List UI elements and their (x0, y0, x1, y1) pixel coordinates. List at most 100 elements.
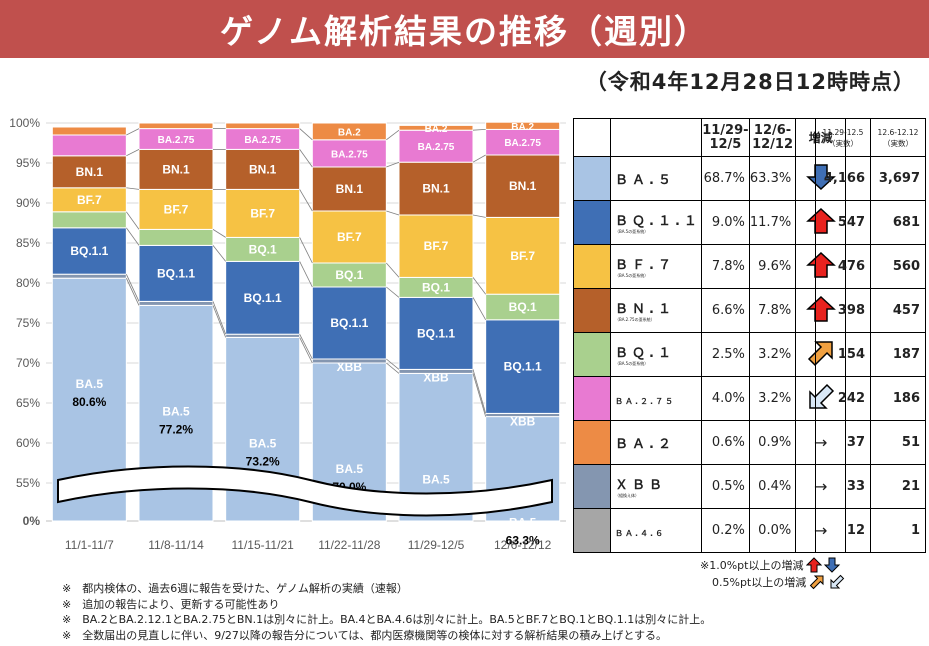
variant-name-cell: ＢＡ.５ (610, 156, 702, 201)
segment-label: BQ.1 (335, 268, 363, 282)
y-tick-label: 75% (16, 316, 40, 330)
y-tick-label: 60% (16, 436, 40, 450)
mild-arrows-icon (810, 574, 845, 590)
variant-lineage-note: （BA.5の亜系統） (615, 229, 649, 234)
bar-segment (485, 216, 561, 295)
segment-label: BF.7 (164, 202, 189, 216)
footnote: ※ BA.2とBA.2.12.1とBA.2.75とBN.1は別々に計上。BA.4… (62, 613, 712, 626)
x-tick-label: 11/8-11/14 (148, 538, 204, 552)
series-connector (386, 358, 400, 370)
count-value: 398 (815, 288, 871, 333)
segment-label: BN.1 (162, 162, 190, 176)
count-row: 547 681 (815, 200, 926, 245)
header-blank (573, 118, 611, 157)
count-table: 11.29-12.5 （実数） 12.6-12.12 （実数） 4,166 3,697… (815, 118, 926, 553)
series-connector (126, 149, 140, 157)
count-row: 33 21 (815, 464, 926, 509)
bar-segment (51, 155, 127, 189)
variant-share-p1: 2.5% (700, 332, 750, 377)
segment-label: BN.1 (76, 165, 104, 179)
bar-segment (485, 121, 561, 130)
count-row: 242 186 (815, 376, 926, 421)
variant-share-p1: 7.8% (700, 244, 750, 289)
variant-share-p1: 0.5% (700, 464, 750, 509)
header-period-1: 11/29- 12/5 (700, 118, 750, 157)
count-row: 476 560 (815, 244, 926, 289)
segment-label: BA.2.75 (244, 135, 281, 146)
segment-label: BA.5 (509, 516, 537, 530)
series-connector (386, 210, 400, 216)
x-tick-label: 11/29-12/5 (408, 538, 465, 552)
variant-share-p2: 0.0% (748, 508, 797, 553)
variant-table-header: 11/29- 12/5 12/6- 12/12 増減 (573, 118, 847, 157)
segment-label: BN.1 (509, 179, 537, 193)
segment-label: BN.1 (249, 162, 277, 176)
variant-share-p2: 9.6% (748, 244, 797, 289)
variant-share-p1: 68.7% (700, 156, 750, 201)
variant-color-swatch (573, 288, 611, 333)
segment-label: XBB (423, 370, 449, 384)
variant-name-cell: ＢＡ.２ (610, 420, 702, 465)
segment-percent-label: 73.2% (246, 454, 280, 468)
series-connector (299, 261, 313, 288)
count-value: 681 (870, 200, 926, 245)
bar-segment (398, 161, 474, 216)
variant-color-swatch (573, 508, 611, 553)
series-connector (212, 245, 226, 262)
variant-row: ＢＡ.２ 0.6% 0.9% → (573, 420, 847, 465)
series-connector (472, 369, 487, 414)
count-value: 154 (815, 332, 871, 377)
variant-name: ＢＡ.２.７５ (615, 397, 676, 406)
segment-label: BQ.1.1 (417, 326, 455, 340)
variant-color-swatch (573, 464, 611, 509)
series-connector (212, 301, 227, 335)
series-connector (126, 211, 140, 230)
count-value: 51 (870, 420, 926, 465)
y-tick-label: 85% (16, 236, 40, 250)
footnote: ※ 都内検体の、過去6週に報告を受けた、ゲノム解析の実績（速報） (62, 582, 408, 595)
segment-label: BA.2.75 (418, 142, 455, 153)
series-connector (212, 305, 227, 338)
count-value: 187 (870, 332, 926, 377)
variant-row: ＢＡ.２.７５ 4.0% 3.2% (573, 376, 847, 421)
bar-segment (51, 227, 127, 275)
variant-share-p2: 0.4% (748, 464, 797, 509)
segment-label: BQ.1 (249, 242, 277, 256)
axis-break-band (57, 465, 553, 517)
series-connector (472, 297, 487, 320)
variant-name: ＢＮ.１ (615, 302, 675, 317)
bar-segment (311, 262, 387, 288)
segment-label: XBB (337, 360, 363, 374)
variant-name-cell: ＢＡ.４.６ (610, 508, 702, 553)
bar-segment (51, 134, 127, 157)
footnotes: ※ 都内検体の、過去6週に報告を受けた、ゲノム解析の実績（速報） ※ 追加の報告… (62, 581, 711, 643)
segment-label: BA.5 (76, 377, 104, 391)
segment-percent-label: 77.2% (159, 422, 193, 436)
variant-color-swatch (573, 156, 611, 201)
segment-label: BQ.1.1 (244, 291, 282, 305)
variant-row: ＢＦ.７ （BA.5の亜系統） 7.8% 9.6% (573, 244, 847, 289)
bar-segment (398, 296, 474, 370)
variant-share-p2: 7.8% (748, 288, 797, 333)
segment-label: BQ.1 (422, 280, 450, 294)
variant-lineage-note: （BA.5の亜系統） (615, 273, 649, 278)
variant-share-p1: 6.6% (700, 288, 750, 333)
segment-label: BA.2 (338, 127, 361, 138)
series-connector (299, 237, 313, 264)
variant-share-p1: 4.0% (700, 376, 750, 421)
series-connector (126, 187, 140, 190)
variant-row: ＢＡ.４.６ 0.2% 0.0% → (573, 508, 847, 553)
count-header-2: 12.6-12.12 （実数） (870, 118, 926, 157)
segment-label: BA.5 (336, 462, 364, 476)
segment-label: BF.7 (337, 230, 362, 244)
variant-name-cell: ＢＱ.１.１ （BA.5の亜系統） (610, 200, 702, 245)
variant-share-p2: 63.3% (748, 156, 797, 201)
count-value: 476 (815, 244, 871, 289)
variant-name-cell: ＢＦ.７ （BA.5の亜系統） (610, 244, 702, 289)
series-connector (125, 274, 140, 302)
variant-share-p1: 9.0% (700, 200, 750, 245)
segment-label: BF.7 (424, 239, 449, 253)
variant-name: ＢＡ.４.６ (615, 529, 666, 538)
variant-lineage-note: （BA.5の亜系統） (615, 361, 649, 366)
bar-segment (51, 211, 127, 229)
